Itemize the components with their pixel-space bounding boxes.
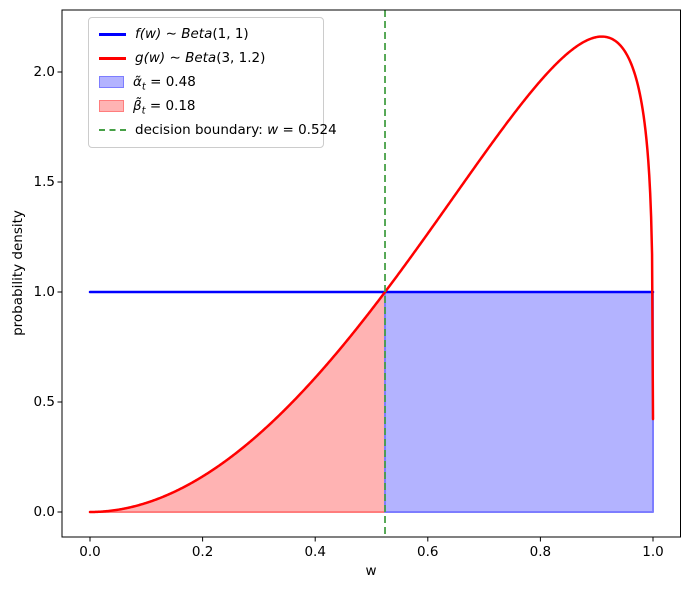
legend-label-beta: β̃t = 0.18 [133, 97, 196, 117]
legend-item-alpha: α̃t = 0.48 [99, 73, 313, 93]
legend-item-beta: β̃t = 0.18 [99, 97, 313, 117]
legend-patch-sample-beta [99, 100, 124, 113]
x-tick-label: 0.4 [304, 544, 326, 560]
y-tick-label: 0.0 [33, 504, 55, 520]
legend-label-f: f(w) ∼ Beta(1, 1) [135, 26, 249, 43]
g-curve [88, 35, 655, 514]
x-tick-label: 0.6 [417, 544, 439, 560]
y-tick-label: 1.5 [33, 174, 55, 190]
y-tick-label: 2.0 [33, 64, 55, 80]
axes-spines [61, 9, 681, 538]
y-axis-label: probability density [10, 210, 26, 336]
legend-item-f: f(w) ∼ Beta(1, 1) [99, 26, 313, 43]
y-tick-label: 1.0 [33, 284, 55, 300]
legend-line-sample-f [99, 33, 126, 37]
alpha-region [384, 291, 654, 513]
beta-region [89, 291, 387, 513]
x-tick-label: 1.0 [642, 544, 664, 560]
x-tick-label: 0.2 [191, 544, 214, 560]
legend-item-decision-boundary: decision boundary: w = 0.524 [99, 122, 337, 139]
legend-patch-sample-alpha [99, 76, 124, 89]
legend-label-alpha: α̃t = 0.48 [133, 73, 196, 93]
y-tick-label: 0.5 [33, 394, 55, 410]
x-tick-label: 0.8 [529, 544, 552, 560]
legend-line-sample-g [99, 57, 126, 61]
x-axis-label: w [365, 563, 377, 579]
x-tick-label: 0.0 [79, 544, 101, 560]
legend-item-g: g(w) ∼ Beta(3, 1.2) [99, 50, 313, 67]
legend-label-g: g(w) ∼ Beta(3, 1.2) [135, 50, 266, 67]
legend-label-boundary: decision boundary: w = 0.524 [135, 121, 337, 138]
legend-dash-sample-boundary [99, 129, 126, 132]
legend: f(w) ∼ Beta(1, 1) g(w) ∼ Beta(3, 1.2) α̃… [88, 17, 337, 148]
